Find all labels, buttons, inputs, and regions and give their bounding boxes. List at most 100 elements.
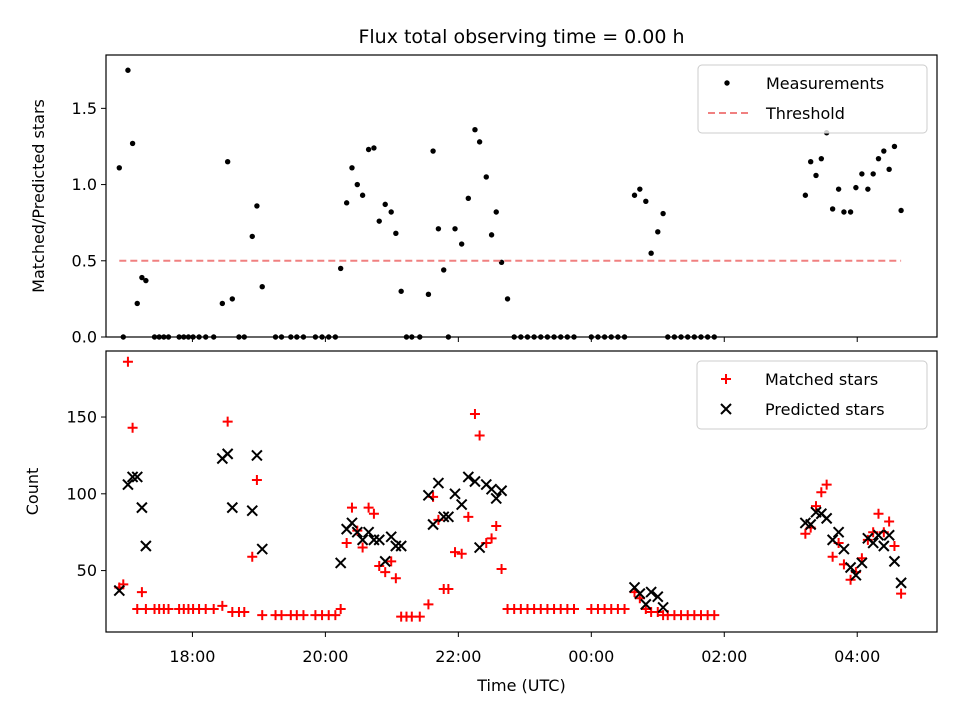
data-point [889,541,900,552]
data-point [442,511,455,523]
data-point [511,334,517,340]
data-point [165,334,172,340]
data-point [847,209,854,215]
bottom-legend: Matched stars Predicted stars [696,360,928,430]
data-point [120,334,126,340]
data-point [363,502,374,513]
data-point [380,567,391,578]
data-point [132,603,143,614]
data-point [185,334,192,340]
legend-marker [720,403,732,415]
data-point [615,334,621,340]
bottom-x-ticks: 18:00 20:00 22:00 00:00 02:00 04:00 [169,632,880,666]
data-point [483,174,489,180]
data-point [241,334,247,340]
data-point [300,334,307,340]
top-y-ticks: 0.0 0.5 1.0 1.5 [72,99,106,347]
data-point [140,540,152,552]
data-point [655,229,661,235]
data-point [813,172,819,179]
data-point [226,501,239,514]
data-point [657,601,669,614]
x-tick-label: 20:00 [302,647,348,666]
data-point [210,334,217,340]
data-point [376,218,382,224]
data-point [163,603,174,614]
data-point [709,610,720,621]
data-point [601,334,608,340]
y-tick-label: 50 [77,561,97,580]
data-point [357,542,368,553]
data-point [463,511,474,522]
data-point [800,528,811,539]
data-point [859,171,865,177]
data-point [126,471,139,483]
data-point [481,537,492,548]
data-point [856,557,868,569]
data-point [884,516,895,527]
data-point [452,226,458,232]
data-point [711,334,717,340]
data-point [678,334,684,340]
data-point [116,165,122,171]
data-point [518,334,524,340]
data-point [125,67,131,73]
data-point [229,296,236,302]
data-point [236,334,242,340]
data-point [427,518,439,531]
data-point [443,584,454,595]
data-point [151,334,158,340]
data-point [438,511,450,523]
data-point [838,543,850,555]
data-point [496,564,507,575]
data-point [337,265,344,272]
y-axis-label-count: Count [23,468,42,516]
data-point [390,573,401,584]
data-point [524,334,531,340]
data-point [826,534,839,546]
data-point [495,485,508,497]
data-point [385,531,397,543]
legend-label: Matched stars [765,370,878,389]
data-point [643,198,649,205]
data-point [136,501,148,514]
top-panel: Flux total observing time = 0.00 h Match… [29,26,938,347]
data-point [208,603,219,614]
data-point [423,599,434,610]
data-point [417,334,423,340]
data-point [841,209,847,215]
data-point [196,334,202,340]
data-point [867,537,879,549]
data-point [820,512,833,525]
legend-box [696,360,928,430]
data-point [558,334,564,340]
data-point [704,334,711,340]
series-measurements [116,67,904,340]
data-point [469,408,480,419]
data-point [485,483,498,495]
data-point [881,148,887,154]
data-point [161,334,167,340]
data-point [190,334,196,340]
data-point [621,334,628,340]
legend-label: Predicted stars [765,400,885,419]
data-point [422,489,435,502]
data-point [870,171,876,177]
data-point [660,210,666,217]
data-point [832,526,845,538]
legend-marker [724,80,730,86]
data-point [891,143,898,150]
data-point [373,534,385,546]
data-point [472,126,478,133]
y-tick-label: 150 [66,408,97,427]
data-point [473,541,486,554]
x-tick-label: 04:00 [834,647,880,666]
data-point [371,145,377,151]
data-point [691,334,698,340]
data-point [595,334,601,340]
data-point [312,334,319,340]
data-point [631,192,638,198]
data-point [386,556,397,567]
data-point [896,588,907,599]
data-point [224,159,231,165]
